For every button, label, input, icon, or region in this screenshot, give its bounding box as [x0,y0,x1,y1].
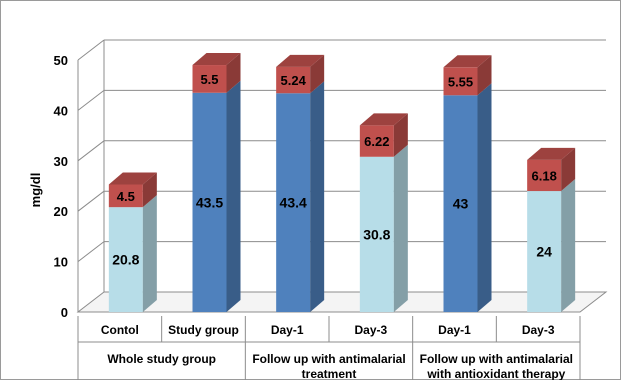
data-label: 5.24 [281,73,307,88]
bar-cap [108,172,157,185]
bar-base-segment [108,207,143,312]
bar-stack: 30.8 6.22 [359,113,408,312]
y-tick-label: 20 [54,204,68,219]
bar-base-side [226,80,241,312]
data-label: 24 [536,244,552,260]
x-tick-label: Study group [168,323,239,337]
data-label: 4.5 [117,189,135,204]
x-tick-label: Day-3 [522,323,555,337]
bar-base-segment [527,191,562,312]
bar-stack: 43.5 5.5 [192,53,241,312]
gridlines [77,39,606,262]
x-tick-label: Day-3 [354,323,387,337]
y-tick-label: 0 [61,305,68,320]
gridline-diagonal [77,39,105,61]
x-tick-label: Contol [101,323,139,337]
data-label: 6.22 [364,134,389,149]
gridline-diagonal [77,241,105,262]
bar-base-segment [359,156,394,312]
data-label: 43 [453,196,469,212]
x-axis: Contol Study group Day-1 Day-3 Day-1 Day-3 Who… [77,316,581,381]
data-label: 30.8 [363,226,390,242]
x-tick-label: Day-1 [271,323,304,337]
bar-stack: 435.55 [443,55,492,312]
y-tick-label: 30 [54,154,68,169]
bar-top-segment [108,184,143,208]
gridline-diagonal [77,90,105,111]
x-tick-label: Day-1 [438,323,471,337]
y-tick-label: 40 [54,103,68,118]
gridline-diagonal [77,140,105,162]
bar-top-segment [359,125,394,157]
bar-base-segment [443,95,478,312]
bar-base-side [477,83,492,312]
data-label: 6.18 [532,168,557,183]
bar-stack: 20.8 4.5 [108,172,157,312]
data-label: 20.8 [112,252,139,268]
bar-top-segment [527,159,562,192]
data-label: 43.4 [280,195,307,211]
bar-cap [443,55,492,68]
bar-base-side [561,179,576,312]
bar-cap [527,147,576,160]
bar-top-side [142,172,157,208]
x-group-label: Whole study group [107,352,216,366]
bar-base-side [310,81,325,312]
bars: 20.84.5 43.55.543.45.2430.86.22435.55246.… [108,53,576,312]
y-tick-label: 10 [54,255,68,270]
y-axis-label: mg/dl [28,173,43,208]
bar-cap [276,54,325,67]
bar-base-segment [276,93,311,312]
data-label: 43.5 [196,194,223,210]
data-label: 5.55 [448,74,473,89]
x-group-label: Follow up with antimalarial treatment [252,352,405,380]
y-tick-labels: 0 10 20 30 40 50 [54,53,68,320]
chart-floor [76,291,608,313]
data-label: 5.5 [200,72,218,87]
bar-base-side [393,144,408,312]
gridline-diagonal [77,190,105,212]
bar-top-side [310,54,325,94]
bar-cap [192,53,241,66]
bar-top-segment [443,67,478,96]
bar-top-segment [276,66,311,94]
bar-top-side [561,147,576,192]
bar-base-segment [192,92,227,312]
y-tick-label: 50 [54,53,68,68]
bar-cap [359,113,408,126]
x-group-label: Follow up with antimalarial with antioxid… [420,352,573,380]
bar-top-side [226,53,241,93]
bar-top-side [393,113,408,157]
bar-stack: 246.18 [527,147,576,312]
bar-stack: 43.4 5.24 [276,54,325,312]
bar-top-side [477,55,492,96]
bar-top-segment [192,65,227,93]
bar-base-side [142,195,157,312]
